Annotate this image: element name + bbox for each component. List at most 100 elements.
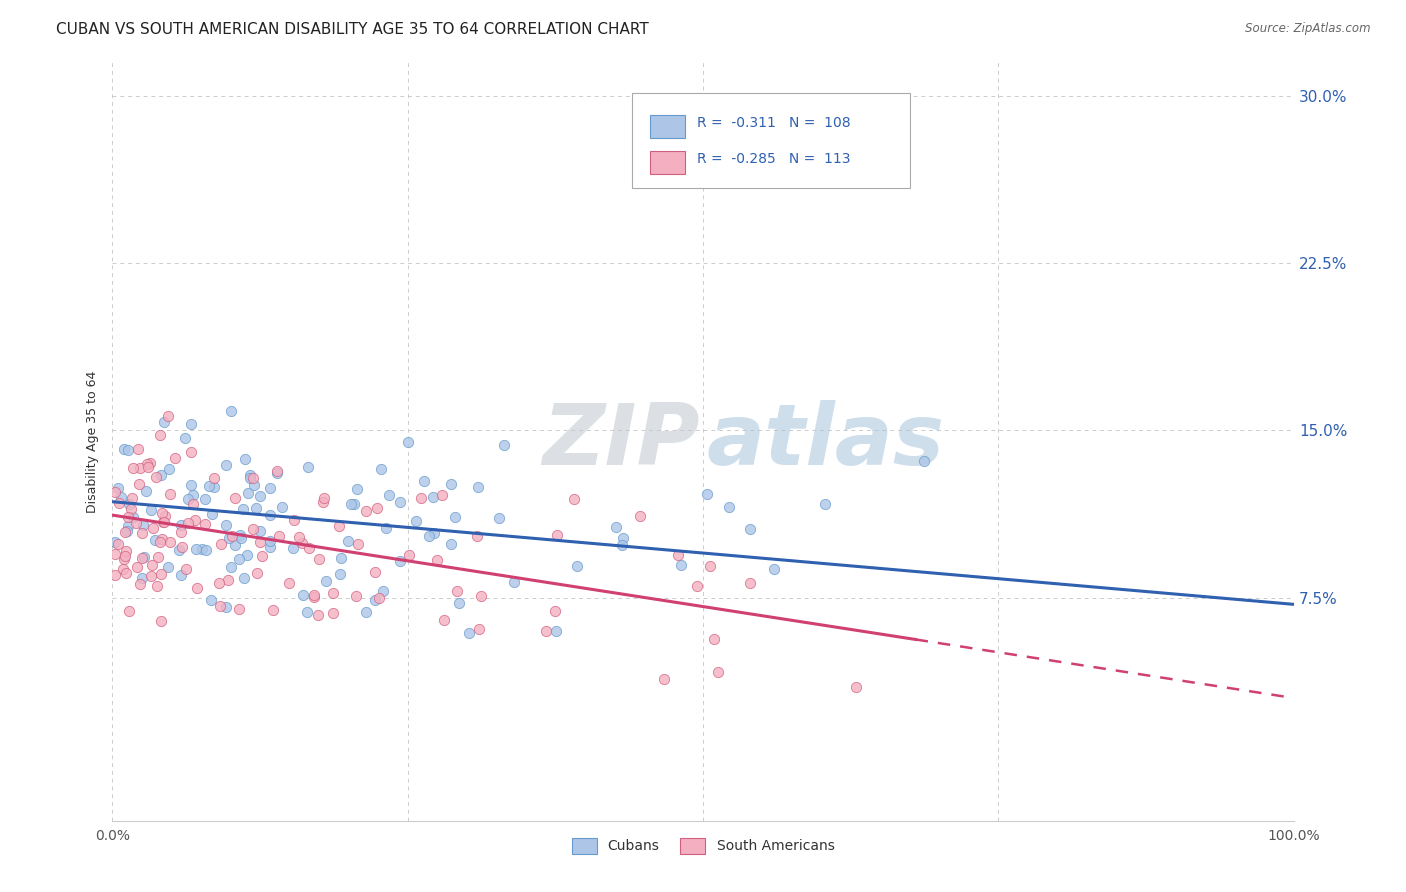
Point: [122, 460, 145, 475]
Point: [912, 454, 935, 468]
Point: [152, 415, 174, 429]
Point: [488, 510, 510, 524]
Point: [173, 431, 195, 445]
Point: [232, 501, 254, 516]
Text: R =  -0.311   N =  108: R = -0.311 N = 108: [697, 116, 851, 130]
Point: [295, 606, 318, 620]
Point: [307, 608, 329, 623]
Text: Source: ZipAtlas.com: Source: ZipAtlas.com: [1246, 22, 1371, 36]
Point: [115, 544, 138, 558]
Point: [165, 450, 187, 465]
FancyBboxPatch shape: [650, 151, 685, 174]
Point: [217, 573, 239, 587]
Point: [121, 491, 143, 505]
Point: [259, 540, 281, 554]
Point: [738, 576, 761, 591]
Point: [814, 498, 837, 512]
Point: [312, 491, 335, 505]
Point: [277, 576, 299, 591]
Point: [405, 514, 427, 528]
Point: [157, 409, 180, 423]
Point: [245, 500, 267, 515]
Point: [378, 487, 401, 501]
Point: [297, 541, 319, 555]
Point: [652, 673, 675, 687]
Point: [565, 558, 588, 573]
Text: R =  -0.285   N =  113: R = -0.285 N = 113: [697, 153, 851, 167]
Point: [221, 529, 243, 543]
Point: [146, 550, 169, 565]
Point: [457, 626, 479, 640]
Point: [440, 537, 463, 551]
Point: [666, 549, 689, 563]
Point: [330, 551, 353, 566]
Point: [170, 568, 193, 582]
Point: [502, 575, 524, 590]
Point: [177, 491, 200, 506]
Point: [366, 501, 388, 516]
Point: [367, 591, 389, 605]
Point: [423, 526, 446, 541]
Point: [180, 444, 202, 458]
Point: [389, 554, 412, 568]
Point: [239, 468, 262, 483]
Point: [249, 524, 271, 539]
Point: [297, 459, 319, 474]
Point: [283, 513, 305, 527]
Text: CUBAN VS SOUTH AMERICAN DISABILITY AGE 35 TO 64 CORRELATION CHART: CUBAN VS SOUTH AMERICAN DISABILITY AGE 3…: [56, 22, 650, 37]
Point: [169, 524, 191, 539]
Point: [363, 565, 385, 579]
Point: [259, 508, 281, 522]
Point: [243, 478, 266, 492]
Point: [107, 496, 129, 510]
Point: [291, 536, 314, 550]
Point: [115, 524, 138, 538]
Point: [364, 593, 387, 607]
Point: [267, 529, 290, 543]
Point: [398, 548, 420, 562]
Point: [132, 518, 155, 533]
Point: [152, 533, 174, 547]
Point: [194, 492, 217, 507]
Point: [283, 541, 305, 555]
Point: [139, 456, 162, 470]
Point: [107, 481, 129, 495]
Point: [266, 464, 288, 478]
Point: [612, 538, 634, 552]
Point: [107, 537, 129, 551]
Point: [238, 486, 260, 500]
Point: [346, 482, 368, 496]
Point: [304, 588, 326, 602]
Point: [228, 602, 250, 616]
Point: [312, 495, 335, 509]
Point: [114, 549, 136, 563]
Point: [370, 462, 392, 476]
Point: [845, 681, 868, 695]
Point: [136, 459, 159, 474]
Point: [470, 589, 492, 603]
Point: [131, 571, 153, 585]
Point: [129, 577, 152, 591]
Point: [686, 579, 709, 593]
Point: [374, 521, 396, 535]
Point: [328, 519, 350, 533]
Point: [174, 562, 197, 576]
Point: [336, 534, 359, 549]
Point: [112, 562, 135, 576]
Point: [128, 477, 150, 491]
Point: [344, 589, 367, 603]
Point: [718, 500, 741, 515]
Point: [412, 475, 434, 489]
Point: [446, 583, 468, 598]
Point: [204, 480, 226, 494]
Point: [259, 533, 281, 548]
Point: [117, 442, 139, 457]
Point: [152, 515, 174, 529]
Point: [150, 506, 173, 520]
Point: [110, 490, 132, 504]
Point: [180, 478, 202, 492]
Point: [180, 417, 202, 432]
Point: [141, 558, 163, 572]
Point: [447, 596, 470, 610]
Point: [153, 515, 176, 529]
